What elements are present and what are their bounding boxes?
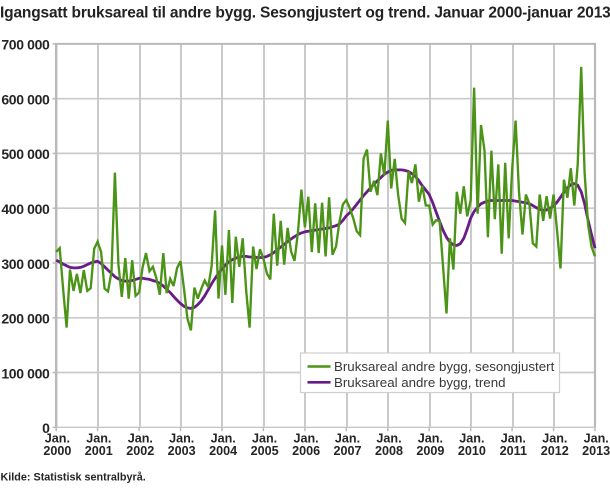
- svg-text:200 000: 200 000: [1, 311, 50, 327]
- svg-text:Jan.: Jan.: [169, 432, 194, 446]
- svg-text:2004: 2004: [209, 444, 237, 458]
- svg-text:Jan.: Jan.: [45, 432, 70, 446]
- svg-text:Jan.: Jan.: [418, 432, 443, 446]
- svg-text:Jan.: Jan.: [293, 432, 318, 446]
- svg-text:Jan.: Jan.: [252, 432, 277, 446]
- svg-text:Jan.: Jan.: [128, 432, 153, 446]
- svg-text:Bruksareal andre bygg, trend: Bruksareal andre bygg, trend: [334, 375, 505, 390]
- svg-text:2009: 2009: [416, 444, 444, 458]
- svg-text:700 000: 700 000: [1, 37, 50, 53]
- svg-text:Jan.: Jan.: [335, 432, 360, 446]
- svg-text:Bruksareal andre bygg, sesongj: Bruksareal andre bygg, sesongjustert: [334, 359, 555, 374]
- svg-text:400 000: 400 000: [1, 201, 50, 217]
- svg-text:600 000: 600 000: [1, 92, 50, 108]
- svg-text:500 000: 500 000: [1, 146, 50, 162]
- svg-text:2007: 2007: [333, 444, 361, 458]
- svg-text:2005: 2005: [251, 444, 279, 458]
- svg-text:2001: 2001: [85, 444, 113, 458]
- svg-text:Jan.: Jan.: [376, 432, 401, 446]
- svg-text:Jan.: Jan.: [501, 432, 526, 446]
- svg-text:Jan.: Jan.: [211, 432, 236, 446]
- svg-text:2011: 2011: [500, 444, 527, 458]
- svg-text:Jan.: Jan.: [584, 432, 609, 446]
- svg-text:Kilde: Statistisk sentralbyrå.: Kilde: Statistisk sentralbyrå.: [1, 472, 146, 484]
- svg-text:100 000: 100 000: [1, 365, 50, 381]
- svg-text:Jan.: Jan.: [86, 432, 111, 446]
- svg-text:2013: 2013: [582, 444, 610, 458]
- svg-text:2002: 2002: [126, 444, 154, 458]
- svg-text:300 000: 300 000: [1, 256, 50, 272]
- svg-text:2010: 2010: [458, 444, 486, 458]
- svg-text:2000: 2000: [43, 444, 71, 458]
- svg-text:Jan.: Jan.: [542, 432, 567, 446]
- svg-text:2008: 2008: [375, 444, 403, 458]
- svg-text:2003: 2003: [168, 444, 196, 458]
- svg-text:2012: 2012: [541, 444, 569, 458]
- svg-text:2006: 2006: [292, 444, 320, 458]
- svg-text:Jan.: Jan.: [459, 432, 484, 446]
- svg-text:Igangsatt bruksareal til andre: Igangsatt bruksareal til andre bygg. Ses…: [0, 4, 610, 21]
- svg-text:0: 0: [42, 420, 50, 436]
